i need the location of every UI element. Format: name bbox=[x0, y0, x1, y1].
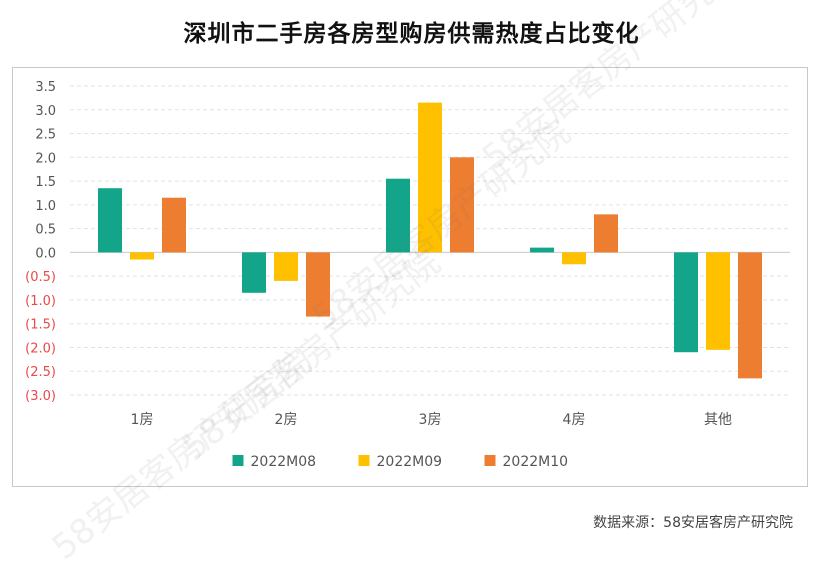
bar bbox=[242, 252, 266, 293]
bar bbox=[562, 252, 586, 265]
bar bbox=[386, 178, 410, 253]
bar bbox=[674, 252, 698, 353]
bar bbox=[418, 102, 442, 253]
y-tick-label: 1.5 bbox=[35, 175, 56, 190]
legend-swatch bbox=[484, 455, 496, 466]
x-tick-label: 2房 bbox=[275, 412, 298, 428]
y-tick-label: 0.0 bbox=[35, 246, 56, 261]
bar-chart: (3.0) (2.5) (2.0) (1.5) (1.0) (0.5) 0.0 0.5 1.0 1… bbox=[25, 80, 790, 470]
chart-frame bbox=[12, 67, 808, 487]
y-tick-label: (1.0) bbox=[25, 294, 56, 309]
legend-label: 2022M08 bbox=[251, 454, 317, 470]
y-tick-label: (0.5) bbox=[25, 270, 56, 285]
bar bbox=[274, 252, 298, 281]
bar bbox=[306, 252, 330, 317]
y-tick-label: 1.0 bbox=[35, 199, 56, 214]
bar bbox=[162, 197, 186, 253]
legend-swatch bbox=[232, 455, 244, 466]
y-tick-label: (3.0) bbox=[25, 389, 56, 404]
bar bbox=[738, 252, 762, 379]
bar bbox=[98, 188, 122, 253]
bar bbox=[450, 157, 474, 253]
x-tick-label: 3房 bbox=[419, 412, 442, 428]
chart-title: 深圳市二手房各房型购房供需热度占比变化 bbox=[183, 21, 640, 47]
bar bbox=[530, 247, 554, 253]
bar bbox=[594, 214, 618, 253]
y-tick-label: (2.0) bbox=[25, 341, 56, 356]
x-tick-label: 1房 bbox=[131, 412, 154, 428]
x-tick-label: 其他 bbox=[704, 412, 732, 428]
source-note: 数据来源：58安居客房产研究院 bbox=[593, 515, 793, 531]
legend-label: 2022M10 bbox=[503, 454, 569, 470]
x-tick-label: 4房 bbox=[563, 412, 586, 428]
y-tick-label: 3.5 bbox=[35, 80, 56, 95]
bar bbox=[706, 252, 730, 350]
y-tick-label: (1.5) bbox=[25, 318, 56, 333]
y-tick-label: 3.0 bbox=[35, 104, 56, 119]
y-tick-label: 0.5 bbox=[35, 223, 56, 238]
legend-label: 2022M09 bbox=[377, 454, 443, 470]
y-tick-label: 2.5 bbox=[35, 128, 56, 143]
bar bbox=[130, 252, 154, 260]
y-tick-label: (2.5) bbox=[25, 365, 56, 380]
legend-swatch bbox=[358, 455, 370, 466]
y-tick-label: 2.0 bbox=[35, 151, 56, 166]
